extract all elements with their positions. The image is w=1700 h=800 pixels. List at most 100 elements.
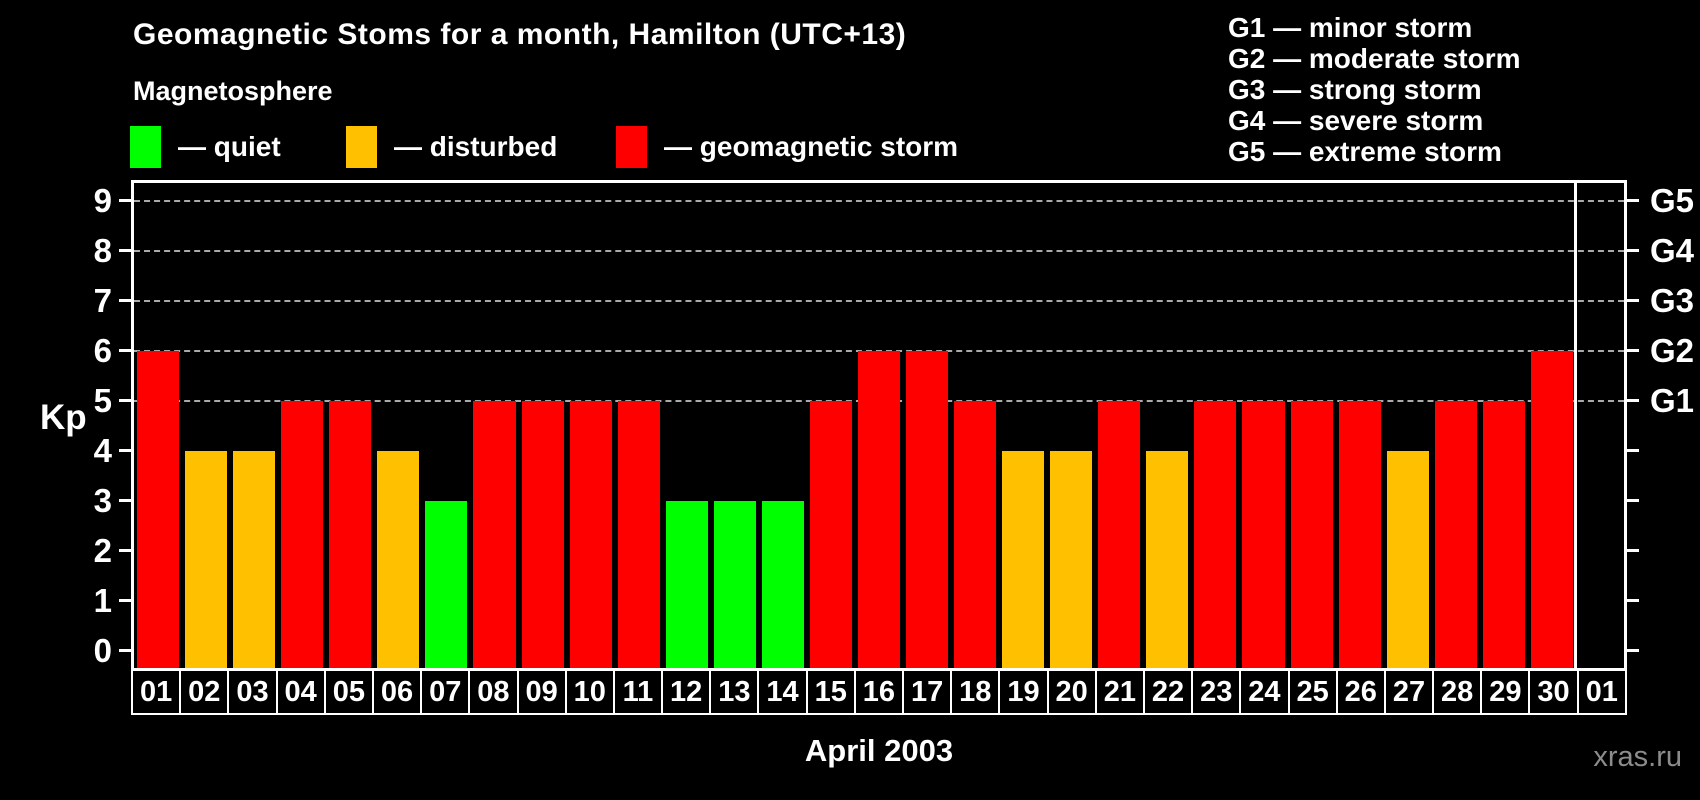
day-label-cell: 28 bbox=[1432, 669, 1483, 715]
day-label-cell: 21 bbox=[1094, 669, 1145, 715]
kp-bar-day-04 bbox=[281, 400, 324, 668]
kp-bar-day-14 bbox=[761, 500, 804, 668]
y-axis-tick bbox=[119, 249, 131, 252]
day-label-cell: 27 bbox=[1383, 669, 1435, 715]
kp-bar-day-19 bbox=[1002, 450, 1045, 668]
day-labels-row: 01 02 03 04 05 06 07 08 09 10 11 12 13 14 15 16 17 18 19 20… bbox=[131, 669, 1627, 715]
gridline-kp8 bbox=[134, 249, 1624, 252]
day-label-cell: 14 bbox=[757, 669, 808, 715]
y-axis-tick bbox=[119, 549, 131, 552]
kp-bar-day-15 bbox=[809, 400, 852, 668]
day-label-cell: 05 bbox=[323, 669, 374, 715]
magnetosphere-heading: Magnetosphere bbox=[133, 76, 333, 106]
day-label-cell: 09 bbox=[516, 669, 567, 715]
kp-bar-day-02 bbox=[185, 450, 228, 668]
g-level-label: G3 bbox=[1650, 281, 1695, 319]
kp-bar-day-25 bbox=[1290, 400, 1333, 668]
y-axis-tick-label: 8 bbox=[93, 231, 112, 269]
day-label-cell: 01 bbox=[1576, 669, 1627, 715]
kp-bar-day-28 bbox=[1434, 400, 1477, 668]
legend-item-label: — quiet bbox=[178, 131, 281, 162]
x-axis-title: April 2003 bbox=[804, 733, 954, 768]
kp-bar-day-12 bbox=[665, 500, 708, 668]
kp-bar-day-11 bbox=[617, 400, 660, 668]
y-axis-tick-label: 6 bbox=[93, 331, 112, 369]
kp-bar-day-26 bbox=[1338, 400, 1381, 668]
day-label-cell: 23 bbox=[1191, 669, 1242, 715]
kp-bar-day-23 bbox=[1194, 400, 1237, 668]
right-axis-tick bbox=[1627, 449, 1639, 452]
day-label-cell: 19 bbox=[998, 669, 1049, 715]
y-axis-tick-label: 5 bbox=[93, 381, 112, 419]
day-label-cell: 03 bbox=[227, 669, 278, 715]
right-axis-tick bbox=[1627, 349, 1639, 352]
y-axis-tick bbox=[119, 199, 131, 202]
day-label-cell: 11 bbox=[612, 669, 664, 715]
day-label-cell: 18 bbox=[950, 669, 1001, 715]
y-axis-tick-label: 2 bbox=[93, 531, 112, 569]
kp-bar-day-03 bbox=[233, 450, 276, 668]
day-label-cell: 22 bbox=[1142, 669, 1194, 715]
y-axis-tick bbox=[119, 349, 131, 352]
g-level-label: G1 bbox=[1650, 381, 1695, 419]
y-axis-tick bbox=[119, 599, 131, 602]
day-label-cell: 17 bbox=[902, 669, 953, 715]
kp-bar-day-09 bbox=[521, 400, 564, 668]
g-scale-legend: G1 — minor storm G2 — moderate storm G3 — … bbox=[1228, 12, 1521, 167]
y-axis-tick-label: 9 bbox=[93, 181, 112, 219]
legend-color-swatch-storm bbox=[616, 126, 647, 168]
y-axis-tick-label: 4 bbox=[93, 431, 112, 469]
y-axis-tick bbox=[119, 649, 131, 652]
day-label-cell: 25 bbox=[1287, 669, 1338, 715]
y-axis-tick bbox=[119, 299, 131, 302]
gridline-kp9 bbox=[134, 199, 1624, 202]
g-scale-legend-item: G4 — severe storm bbox=[1228, 105, 1484, 136]
kp-bar-day-17 bbox=[906, 350, 949, 668]
kp-bar-day-07 bbox=[425, 500, 468, 668]
month-separator-line bbox=[1574, 183, 1578, 668]
kp-bar-day-13 bbox=[713, 500, 756, 668]
kp-bar-day-16 bbox=[857, 350, 901, 668]
g-scale-legend-item: G2 — moderate storm bbox=[1228, 43, 1521, 74]
right-axis-tick bbox=[1627, 299, 1639, 302]
day-label-cell: 12 bbox=[661, 669, 712, 715]
g-level-label: G4 bbox=[1650, 231, 1695, 269]
watermark: xras.ru bbox=[1593, 741, 1682, 773]
day-label-cell: 08 bbox=[468, 669, 519, 715]
y-axis-tick bbox=[119, 499, 131, 502]
kp-bar-day-24 bbox=[1242, 400, 1285, 668]
legend-item-storm: — geomagnetic storm bbox=[616, 126, 958, 168]
g-scale-legend-item: G1 — minor storm bbox=[1228, 12, 1473, 43]
plot-area: 0 1 2 3 4 5 6 7 8 9 G1 G2 G3 G4 G5 bbox=[94, 180, 1694, 671]
kp-bar-day-01 bbox=[137, 350, 180, 668]
kp-bar-day-20 bbox=[1050, 450, 1093, 668]
day-label-cell: 06 bbox=[371, 669, 423, 715]
day-label-cell: 01 bbox=[131, 669, 182, 715]
day-label-cell: 29 bbox=[1480, 669, 1531, 715]
g-scale-legend-item: G3 — strong storm bbox=[1228, 74, 1482, 105]
y-axis-tick-label: 3 bbox=[93, 481, 112, 519]
g-scale-legend-item: G5 — extreme storm bbox=[1228, 136, 1502, 167]
g-level-label: G2 bbox=[1650, 331, 1695, 369]
kp-bar-day-22 bbox=[1146, 450, 1189, 668]
legend-item-label: — geomagnetic storm bbox=[664, 131, 959, 162]
day-label-cell: 10 bbox=[564, 669, 615, 715]
day-label-cell: 24 bbox=[1239, 669, 1290, 715]
kp-bar-day-21 bbox=[1098, 400, 1141, 668]
legend-item-label: — disturbed bbox=[394, 131, 558, 162]
day-label-cell: 30 bbox=[1528, 669, 1579, 715]
legend-item-quiet: — quiet bbox=[130, 126, 281, 168]
day-label-cell: 20 bbox=[1046, 669, 1097, 715]
day-label-cell: 07 bbox=[420, 669, 471, 715]
day-label-cell: 15 bbox=[805, 669, 856, 715]
right-axis-tick bbox=[1627, 249, 1639, 252]
kp-bar-day-18 bbox=[954, 400, 997, 668]
day-label-cell: 13 bbox=[709, 669, 760, 715]
day-label-cell: 02 bbox=[179, 669, 230, 715]
kp-bar-day-30 bbox=[1530, 350, 1573, 668]
right-axis-tick bbox=[1627, 599, 1639, 602]
legend-item-disturbed: — disturbed bbox=[346, 126, 557, 168]
kp-axis-label: Kp bbox=[40, 398, 87, 437]
day-label-cell: 26 bbox=[1335, 669, 1386, 715]
